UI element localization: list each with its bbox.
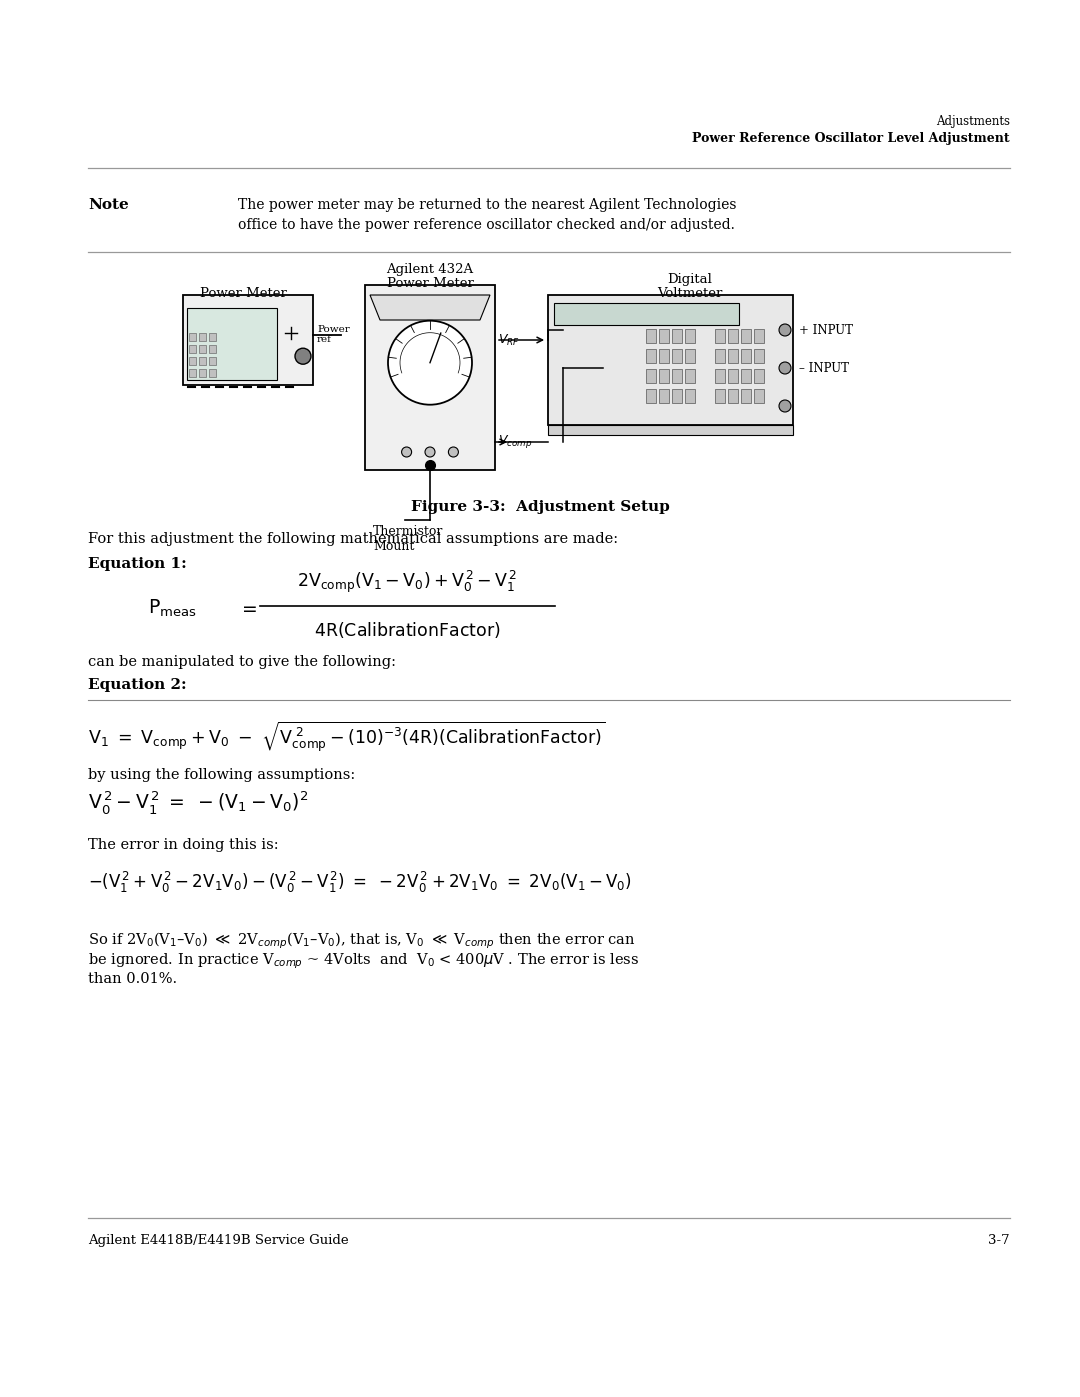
Bar — [685, 349, 696, 363]
Circle shape — [779, 324, 791, 337]
Text: Agilent 432A: Agilent 432A — [387, 263, 473, 277]
Text: office to have the power reference oscillator checked and/or adjusted.: office to have the power reference oscil… — [238, 218, 734, 232]
Bar — [685, 388, 696, 402]
Bar — [210, 358, 216, 365]
Bar — [189, 358, 195, 365]
Bar — [548, 425, 793, 434]
Bar — [672, 349, 681, 363]
Text: $\mathrm{P_{meas}}$: $\mathrm{P_{meas}}$ — [148, 598, 197, 619]
Bar — [672, 330, 681, 344]
Bar — [672, 369, 681, 383]
Bar — [685, 369, 696, 383]
Bar — [741, 369, 751, 383]
Bar — [741, 330, 751, 344]
Text: $\mathrm{V_0^{\,2} - V_1^{\,2} \ = \ -(V_1-V_0)^2}$: $\mathrm{V_0^{\,2} - V_1^{\,2} \ = \ -(V… — [87, 789, 308, 816]
Bar — [646, 388, 656, 402]
Bar — [715, 388, 725, 402]
Bar — [646, 330, 656, 344]
Text: $=$: $=$ — [238, 599, 257, 617]
Bar — [659, 388, 669, 402]
Text: So if 2V$_0$(V$_1$–V$_0$) $\ll$ 2V$_{comp}$(V$_1$–V$_0$), that is, V$_0$ $\ll$ V: So if 2V$_0$(V$_1$–V$_0$) $\ll$ 2V$_{com… — [87, 930, 636, 950]
Bar — [754, 388, 764, 402]
Bar — [554, 303, 739, 326]
Bar — [199, 369, 206, 377]
Bar — [728, 349, 738, 363]
Text: Voltmeter: Voltmeter — [658, 286, 723, 300]
Circle shape — [426, 447, 435, 457]
Text: + INPUT: + INPUT — [799, 324, 853, 337]
Text: $\mathrm{2V_{comp}(V_1-V_0)+V_0^{\,2}-V_1^{\,2}}$: $\mathrm{2V_{comp}(V_1-V_0)+V_0^{\,2}-V_… — [297, 569, 517, 595]
Bar — [646, 369, 656, 383]
Bar — [715, 349, 725, 363]
Bar — [210, 369, 216, 377]
Bar — [715, 369, 725, 383]
Text: $V_{RF}$: $V_{RF}$ — [498, 332, 519, 348]
Bar — [672, 388, 681, 402]
Text: Adjustments: Adjustments — [936, 115, 1010, 129]
Text: Digital: Digital — [667, 272, 713, 286]
Bar — [754, 330, 764, 344]
Text: be ignored. In practice V$_{comp}$ ~ 4Volts  and  V$_0$ < 400$\mu$V . The error : be ignored. In practice V$_{comp}$ ~ 4Vo… — [87, 951, 639, 971]
Bar — [741, 349, 751, 363]
Bar — [659, 349, 669, 363]
Bar — [754, 369, 764, 383]
Bar — [728, 330, 738, 344]
Text: Figure 3-3:  Adjustment Setup: Figure 3-3: Adjustment Setup — [410, 500, 670, 514]
Text: $\mathrm{V_1 \ = \ V_{comp} + V_0 \ - \ \sqrt{V_{comp}^{\ 2} - (10)^{-3}(4R)(Cal: $\mathrm{V_1 \ = \ V_{comp} + V_0 \ - \ … — [87, 719, 606, 754]
Bar — [659, 330, 669, 344]
Text: Equation 1:: Equation 1: — [87, 557, 187, 571]
Bar — [548, 295, 793, 425]
Text: $\mathrm{4R(CalibrationFactor)}$: $\mathrm{4R(CalibrationFactor)}$ — [314, 620, 501, 640]
Bar — [199, 358, 206, 365]
Text: Power Reference Oscillator Level Adjustment: Power Reference Oscillator Level Adjustm… — [692, 131, 1010, 145]
Bar — [659, 369, 669, 383]
Bar — [728, 388, 738, 402]
Text: $V_{comp}$: $V_{comp}$ — [498, 433, 532, 450]
Bar — [199, 345, 206, 353]
Text: Power Meter: Power Meter — [200, 286, 286, 300]
Circle shape — [388, 321, 472, 405]
Bar — [199, 332, 206, 341]
Bar — [685, 330, 696, 344]
Bar — [646, 349, 656, 363]
Text: The error in doing this is:: The error in doing this is: — [87, 838, 279, 852]
Bar — [189, 369, 195, 377]
Bar — [189, 332, 195, 341]
Circle shape — [295, 348, 311, 365]
Text: Thermistor
Mount: Thermistor Mount — [373, 525, 444, 553]
Text: – INPUT: – INPUT — [799, 362, 849, 374]
Bar — [728, 369, 738, 383]
Text: than 0.01%.: than 0.01%. — [87, 972, 177, 986]
Text: $\mathrm{-(V_1^{\,2}+V_0^{\,2}-2V_1V_0)-(V_0^{\,2}-V_1^{\,2})\ =\ -2V_0^{\,2}+2V: $\mathrm{-(V_1^{\,2}+V_0^{\,2}-2V_1V_0)-… — [87, 869, 632, 894]
Circle shape — [779, 362, 791, 374]
Text: Note: Note — [87, 198, 129, 212]
Text: Agilent E4418B/E4419B Service Guide: Agilent E4418B/E4419B Service Guide — [87, 1234, 349, 1248]
Text: Equation 2:: Equation 2: — [87, 678, 187, 692]
Bar — [210, 332, 216, 341]
Text: can be manipulated to give the following:: can be manipulated to give the following… — [87, 655, 396, 669]
Text: 3-7: 3-7 — [988, 1234, 1010, 1248]
Polygon shape — [370, 295, 490, 320]
Bar — [183, 295, 313, 386]
Text: Power Meter: Power Meter — [387, 277, 473, 291]
Bar — [210, 345, 216, 353]
Bar — [189, 345, 195, 353]
Circle shape — [448, 447, 458, 457]
Bar — [754, 349, 764, 363]
Bar — [715, 330, 725, 344]
Text: Power
ref: Power ref — [318, 326, 350, 345]
Bar — [187, 307, 276, 380]
Text: The power meter may be returned to the nearest Agilent Technologies: The power meter may be returned to the n… — [238, 198, 737, 212]
Text: by using the following assumptions:: by using the following assumptions: — [87, 768, 355, 782]
Circle shape — [402, 447, 411, 457]
Bar — [741, 388, 751, 402]
Text: For this adjustment the following mathematical assumptions are made:: For this adjustment the following mathem… — [87, 532, 618, 546]
Circle shape — [779, 400, 791, 412]
Bar — [365, 285, 495, 469]
